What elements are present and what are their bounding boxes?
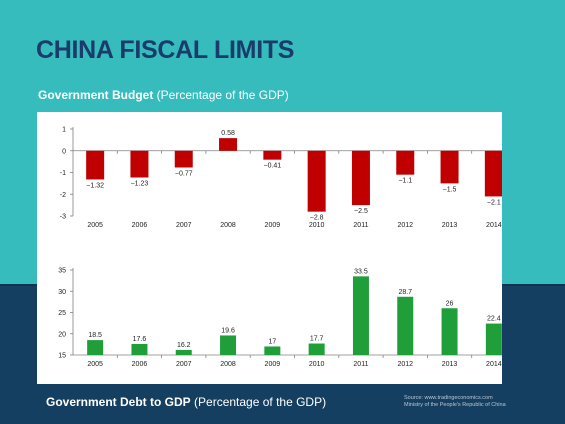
debt-data-label: 28.7 bbox=[398, 289, 412, 296]
debt-y-tick-label: 30 bbox=[58, 289, 66, 296]
budget-y-tick-label: -3 bbox=[60, 214, 66, 221]
debt-y-tick-label: 25 bbox=[58, 310, 66, 317]
debt-bar bbox=[87, 340, 104, 355]
budget-caption-bold: Government Budget bbox=[38, 88, 154, 102]
debt-bar bbox=[485, 323, 502, 355]
budget-data-label: −2.5 bbox=[354, 208, 368, 215]
debt-bar bbox=[397, 296, 414, 355]
debt-y-tick-label: 15 bbox=[58, 353, 66, 360]
budget-x-tick-label: 2011 bbox=[353, 222, 368, 229]
debt-bar bbox=[308, 343, 325, 355]
budget-bar bbox=[351, 150, 370, 206]
budget-y-tick-label: -1 bbox=[60, 170, 66, 177]
debt-data-label: 22.4 bbox=[487, 316, 501, 323]
source-line-2: Ministry of the People's Republic of Chi… bbox=[404, 402, 506, 408]
budget-caption-rest: (Percentage of the GDP) bbox=[153, 88, 289, 102]
debt-x-tick-label: 2007 bbox=[176, 361, 192, 368]
budget-data-label: −2.1 bbox=[487, 199, 501, 206]
budget-bar bbox=[174, 150, 193, 168]
debt-x-tick-label: 2010 bbox=[309, 361, 325, 368]
budget-y-tick-label: 0 bbox=[62, 148, 66, 155]
budget-data-label: −1.5 bbox=[443, 186, 457, 193]
debt-bar bbox=[220, 335, 237, 355]
budget-chart-caption: Government Budget (Percentage of the GDP… bbox=[38, 88, 289, 102]
budget-y-tick-label: 1 bbox=[62, 127, 66, 134]
budget-data-label: −1.23 bbox=[131, 181, 149, 188]
debt-data-label: 16.2 bbox=[177, 342, 191, 349]
debt-data-label: 18.5 bbox=[88, 332, 102, 339]
budget-x-tick-label: 2008 bbox=[220, 222, 236, 229]
debt-x-tick-label: 2013 bbox=[442, 361, 458, 368]
debt-x-tick-label: 2005 bbox=[87, 361, 103, 368]
debt-chart-caption: Government Debt to GDP (Percentage of th… bbox=[46, 395, 326, 409]
chart-panel: 1 0 -1 -2 -3 −1.32 2005 −1.23 2006 −0.77 2007 0.58 2… bbox=[37, 112, 502, 384]
slide-title: CHINA FISCAL LIMITS bbox=[36, 36, 295, 64]
debt-bar bbox=[441, 308, 458, 355]
budget-x-tick-label: 2013 bbox=[442, 222, 458, 229]
debt-y-tick-label: 35 bbox=[58, 268, 66, 275]
budget-x-tick-label: 2010 bbox=[309, 222, 325, 229]
debt-data-label: 19.6 bbox=[221, 327, 235, 334]
debt-caption-bold: Government Debt to GDP bbox=[46, 395, 191, 409]
budget-bar bbox=[263, 150, 282, 160]
budget-bar bbox=[86, 150, 105, 180]
budget-bar bbox=[130, 150, 149, 178]
debt-x-tick-label: 2009 bbox=[265, 361, 281, 368]
budget-bar bbox=[440, 150, 459, 184]
budget-bar bbox=[484, 150, 502, 197]
budget-y-tick-label: -2 bbox=[60, 192, 66, 199]
debt-data-label: 17.6 bbox=[133, 336, 147, 343]
budget-data-label: −0.77 bbox=[175, 170, 193, 177]
budget-data-label: −2.8 bbox=[310, 215, 324, 222]
debt-caption-rest: (Percentage of the GDP) bbox=[190, 395, 327, 409]
debt-x-tick-label: 2011 bbox=[353, 361, 368, 368]
source-line-1: Source: www.tradingeconomics.com bbox=[404, 395, 493, 401]
debt-data-label: 17 bbox=[268, 339, 276, 346]
debt-data-label: 26 bbox=[446, 300, 454, 307]
budget-data-label: −1.32 bbox=[86, 182, 104, 189]
budget-x-tick-label: 2014 bbox=[486, 222, 502, 229]
debt-bar bbox=[352, 276, 369, 355]
budget-bar bbox=[219, 138, 238, 151]
budget-x-tick-label: 2012 bbox=[397, 222, 413, 229]
budget-data-label: 0.58 bbox=[221, 130, 235, 137]
budget-bar bbox=[307, 150, 326, 212]
budget-x-tick-label: 2005 bbox=[87, 222, 103, 229]
debt-x-tick-label: 2008 bbox=[220, 361, 236, 368]
source-note: Source: www.tradingeconomics.com Ministr… bbox=[404, 395, 506, 409]
budget-data-label: −0.41 bbox=[263, 163, 281, 170]
budget-x-tick-label: 2007 bbox=[176, 222, 192, 229]
charts-svg: 1 0 -1 -2 -3 −1.32 2005 −1.23 2006 −0.77 2007 0.58 2… bbox=[58, 127, 502, 368]
debt-x-tick-label: 2012 bbox=[397, 361, 413, 368]
debt-bar bbox=[131, 343, 148, 355]
budget-x-tick-label: 2009 bbox=[265, 222, 281, 229]
budget-bar bbox=[396, 150, 415, 175]
debt-bar bbox=[175, 349, 192, 355]
debt-x-tick-label: 2014 bbox=[486, 361, 502, 368]
debt-x-tick-label: 2006 bbox=[132, 361, 148, 368]
debt-y-tick-label: 20 bbox=[58, 331, 66, 338]
debt-data-label: 17.7 bbox=[310, 336, 324, 343]
budget-x-tick-label: 2006 bbox=[132, 222, 148, 229]
debt-bar bbox=[264, 346, 281, 355]
budget-data-label: −1.1 bbox=[398, 178, 412, 185]
debt-data-label: 33.5 bbox=[354, 268, 368, 275]
